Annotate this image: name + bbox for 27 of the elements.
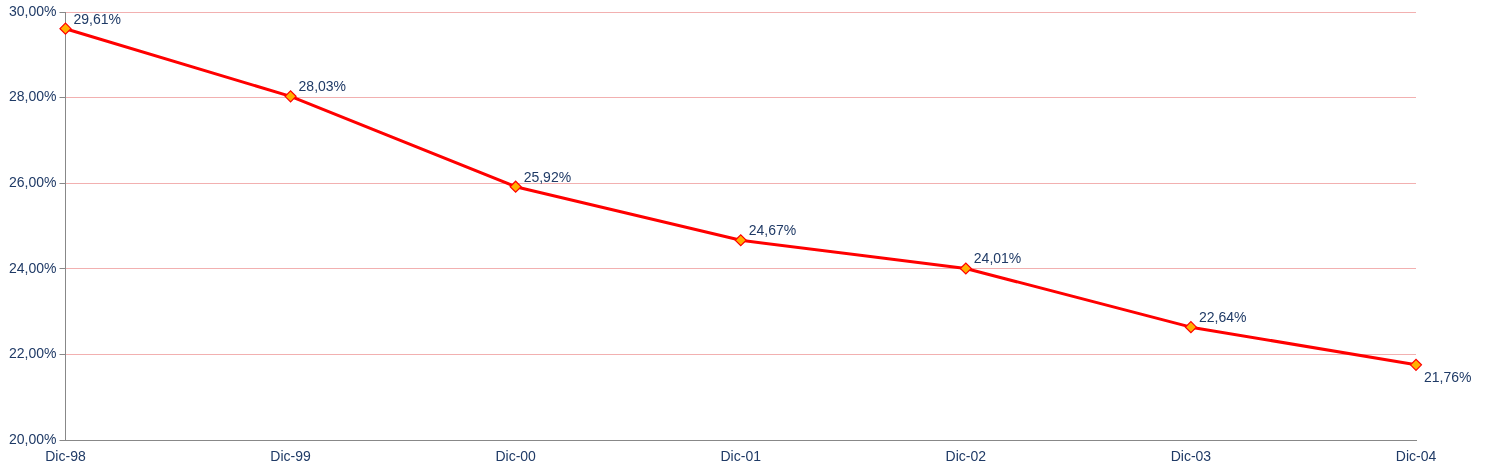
y-tick-label: 28,00%: [9, 88, 57, 105]
data-label: 24,01%: [973, 250, 1022, 267]
data-label: 21,76%: [1424, 368, 1472, 385]
data-label: 22,64%: [1198, 309, 1247, 326]
y-tick-label: 20,00%: [9, 431, 57, 448]
data-label: 24,67%: [748, 222, 797, 239]
point: [284, 90, 297, 103]
point: [59, 22, 72, 35]
x-tick-label: Dic-01: [720, 448, 762, 465]
x-tick-label: Dic-98: [45, 448, 86, 465]
point: [509, 180, 522, 193]
point: [1409, 358, 1423, 371]
point: [1184, 321, 1198, 334]
x-tick-label: Dic-00: [495, 448, 537, 465]
point: [959, 262, 972, 275]
y-tick-label: 26,00%: [9, 174, 57, 191]
data-label: 28,03%: [298, 78, 347, 95]
y-tick-label: 22,00%: [9, 345, 57, 362]
y-tick-label: 30,00%: [9, 2, 57, 19]
x-tick-label: Dic-04: [1395, 448, 1437, 465]
y-tick-label: 24,00%: [9, 259, 57, 276]
x-tick-label: Dic-02: [945, 448, 987, 465]
x-tick-label: Dic-03: [1170, 448, 1212, 465]
x-tick-label: Dic-99: [270, 448, 311, 465]
point: [734, 234, 747, 247]
data-label: 29,61%: [73, 10, 121, 27]
data-label: 25,92%: [523, 168, 572, 185]
